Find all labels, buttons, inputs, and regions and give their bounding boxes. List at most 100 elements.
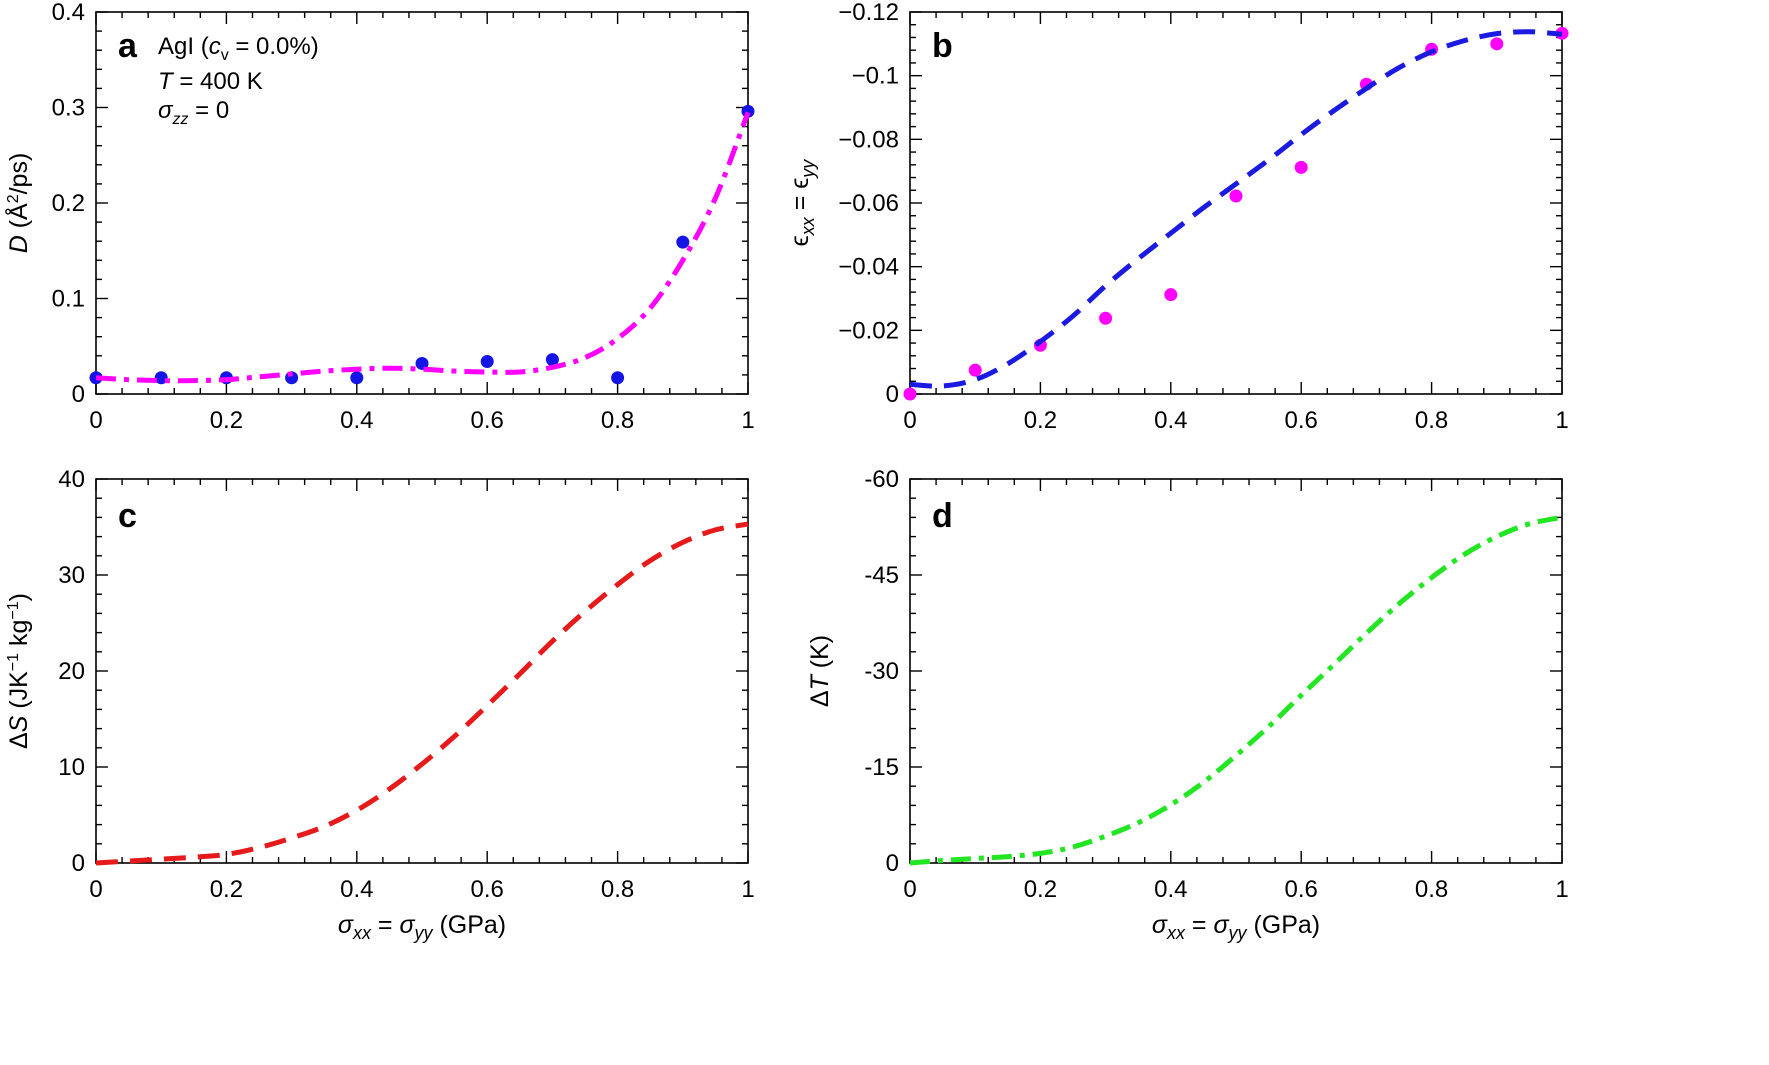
panel-c-xlabel: σxx = σyy (GPa) <box>338 911 506 943</box>
panel-d-ytick-labels: 0 -15 -30 -45 -60 <box>864 466 899 877</box>
panel-d-letter: d <box>932 497 953 535</box>
panel-b-data-point <box>1099 311 1113 325</box>
panel-a-data-point <box>545 353 559 367</box>
panel-c-frame <box>95 478 749 864</box>
panel-d-xtick-label: 0.4 <box>1154 876 1187 903</box>
panel-c-ytick-label: 30 <box>58 562 85 589</box>
panel-d-ytick-label: -60 <box>864 466 899 493</box>
panel-b-frame <box>909 11 1563 395</box>
panel-a-data-point <box>89 371 103 385</box>
panel-d-xtick-label: 0.2 <box>1024 876 1057 903</box>
panel-a-ytick-label: 0 <box>72 381 85 408</box>
panel-d: 0 0.2 0.4 0.6 0.8 1 0 -15 -30 -45 -60 d ΔT (K) σx… <box>806 466 1569 943</box>
panel-c-xtick-label: 0 <box>89 876 102 903</box>
panel-a-ticks <box>95 11 749 395</box>
panel-b-ylabel: ϵxx = ϵyy <box>786 159 818 247</box>
panel-b-xtick-label: 1 <box>1555 407 1568 434</box>
panel-d-xtick-label: 1 <box>1555 876 1568 903</box>
panel-a-xtick-label: 0.8 <box>601 407 634 434</box>
panel-c-ytick-labels: 0 10 20 30 40 <box>58 466 85 877</box>
panel-b-xtick-labels: 0 0.2 0.4 0.6 0.8 1 <box>903 407 1568 434</box>
panel-b: 0 0.2 0.4 0.6 0.8 1 0 −0.02 −0.04 −0.06 −0.08 −0.1… <box>786 0 1569 434</box>
panel-c-xtick-label: 0.2 <box>210 876 243 903</box>
panel-c-ylabel: ΔS (JK−1 kg−1) <box>5 593 33 749</box>
panel-a-ytick-label: 0.3 <box>52 95 85 122</box>
panel-d-series-line <box>909 514 1563 866</box>
panel-b-data-point <box>1229 189 1243 203</box>
panel-d-frame <box>909 478 1563 864</box>
panel-c-ticks <box>95 478 749 864</box>
panel-a-data-point <box>480 355 494 369</box>
panel-d-xtick-labels: 0 0.2 0.4 0.6 0.8 1 <box>903 876 1568 903</box>
panel-b-data-point <box>968 363 982 377</box>
panel-b-xtick-label: 0.8 <box>1415 407 1448 434</box>
panel-a-data-point <box>611 371 625 385</box>
panel-b-ytick-label: −0.08 <box>838 126 899 153</box>
panel-c-ytick-label: 10 <box>58 754 85 781</box>
panel-c-xtick-label: 1 <box>741 876 754 903</box>
panel-b-ticks <box>909 11 1563 395</box>
panel-c-ytick-label: 0 <box>72 850 85 877</box>
panel-b-ytick-label: −0.04 <box>838 254 899 281</box>
panel-d-series <box>909 514 1563 866</box>
panel-a-series-line <box>95 111 751 384</box>
panel-c-xtick-label: 0.6 <box>471 876 504 903</box>
panel-d-ytick-label: -45 <box>864 562 899 589</box>
panel-d-xtick-label: 0.8 <box>1415 876 1448 903</box>
panel-c: 0 0.2 0.4 0.6 0.8 1 0 10 20 30 40 c ΔS (JK−1 kg−1… <box>5 466 755 943</box>
panel-a-xtick-label: 1 <box>741 407 754 434</box>
panel-d-xtick-label: 0 <box>903 876 916 903</box>
panel-a-data-point <box>350 371 364 385</box>
panel-d-ytick-label: -30 <box>864 658 899 685</box>
panel-a-data-point <box>415 356 429 370</box>
panel-b-series <box>903 26 1569 401</box>
panel-b-xtick-label: 0.6 <box>1285 407 1318 434</box>
panel-c-ytick-label: 40 <box>58 466 85 493</box>
panel-c-series-line <box>95 521 749 866</box>
panel-b-ytick-label: −0.02 <box>838 317 899 344</box>
panel-b-ytick-labels: 0 −0.02 −0.04 −0.06 −0.08 −0.1 −0.12 <box>838 0 899 408</box>
panel-b-series-line <box>909 29 1563 389</box>
panel-b-letter: b <box>932 27 953 65</box>
panel-b-ytick-label: −0.1 <box>852 63 899 90</box>
panel-c-xtick-label: 0.4 <box>340 876 373 903</box>
panel-a-ytick-label: 0.1 <box>52 286 85 313</box>
panel-a-xtick-label: 0.2 <box>210 407 243 434</box>
panel-d-ticks <box>909 478 1563 864</box>
panel-a-annotation-line1: AgI (cv = 0.0%) <box>158 33 319 64</box>
panel-b-ytick-label: 0 <box>886 381 899 408</box>
panel-b-xtick-label: 0.2 <box>1024 407 1057 434</box>
panel-d-ylabel: ΔT (K) <box>806 635 834 707</box>
panel-a-xtick-label: 0 <box>89 407 102 434</box>
panel-a-ytick-label: 0.2 <box>52 190 85 217</box>
panel-d-xtick-label: 0.6 <box>1285 876 1318 903</box>
panel-c-ytick-label: 20 <box>58 658 85 685</box>
panel-b-data-point <box>1164 288 1178 302</box>
panel-a: 0 0.2 0.4 0.6 0.8 1 0 0.1 0.2 0.3 0.4 a AgI (cv =… <box>3 0 755 434</box>
panel-a-ytick-labels: 0 0.1 0.2 0.3 0.4 <box>52 0 85 408</box>
panel-b-data-point <box>903 387 917 401</box>
panel-b-xtick-label: 0 <box>903 407 916 434</box>
panel-c-xtick-labels: 0 0.2 0.4 0.6 0.8 1 <box>89 876 754 903</box>
panel-d-xlabel: σxx = σyy (GPa) <box>1152 911 1320 943</box>
panel-d-ytick-label: -15 <box>864 754 899 781</box>
panel-c-letter: c <box>118 497 137 535</box>
panel-a-xtick-label: 0.6 <box>471 407 504 434</box>
panel-a-data-point <box>154 371 168 385</box>
panel-c-xtick-label: 0.8 <box>601 876 634 903</box>
panel-a-xtick-labels: 0 0.2 0.4 0.6 0.8 1 <box>89 407 754 434</box>
panel-a-letter: a <box>118 27 138 65</box>
panel-a-annotation-line3: σzz = 0 <box>158 97 229 128</box>
panel-b-xtick-label: 0.4 <box>1154 407 1187 434</box>
panel-a-ylabel: D (Å2/ps) <box>3 153 33 254</box>
panel-b-data-point <box>1294 160 1308 174</box>
panel-c-series <box>95 521 749 866</box>
panel-a-series <box>89 104 755 385</box>
panel-b-ytick-label: −0.12 <box>838 0 899 26</box>
panel-d-ytick-label: 0 <box>886 850 899 877</box>
panel-a-annotation-line2: T = 400 K <box>158 68 263 95</box>
panel-b-ytick-label: −0.06 <box>838 190 899 217</box>
panel-a-data-point <box>676 235 690 249</box>
panel-b-data-point <box>1490 37 1504 51</box>
